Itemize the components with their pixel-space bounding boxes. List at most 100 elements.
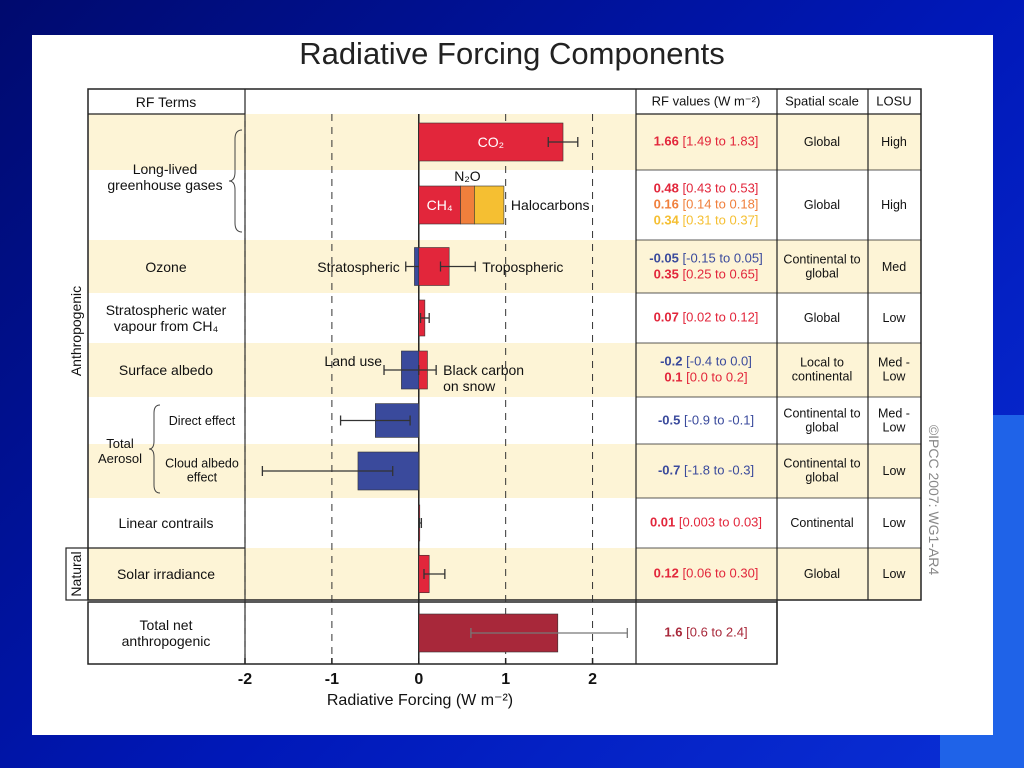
rf-value: -0.7	[657, 462, 681, 478]
spatial-scale: Continental to global	[783, 406, 861, 435]
bar-label: Stratospheric	[317, 258, 400, 275]
rf-term: Direct effect	[168, 413, 236, 428]
rf-range: [0.43 to 0.53]	[682, 180, 759, 196]
rf-value: 0.07	[653, 309, 679, 325]
spatial-scale: Global	[803, 134, 841, 149]
header: RF Terms	[135, 93, 197, 110]
rf-term: Long-lived greenhouse gases	[107, 160, 223, 193]
rf-range: [-0.9 to -0.1]	[683, 412, 755, 428]
rf-value-line: 1.6 [0.6 to 2.4]	[636, 624, 777, 641]
rf-range: [0.25 to 0.65]	[682, 266, 759, 282]
rf-value-line: 0.01 [0.003 to 0.03]	[636, 514, 777, 531]
x-tick-label: 2	[588, 670, 597, 688]
bar-label: Black carbon on snow	[443, 361, 525, 394]
rf-value: 0.1	[664, 369, 683, 385]
x-tick-label: 1	[501, 670, 511, 688]
x-axis-label: Radiative Forcing (W m⁻²)	[326, 691, 514, 709]
rf-value: -0.5	[657, 412, 681, 428]
rf-value: 1.66	[653, 133, 679, 149]
x-tick-label: 0	[414, 670, 424, 688]
spatial-scale: Continental	[790, 515, 854, 530]
rf-value: 1.6	[664, 624, 683, 640]
rf-value-line: 0.48 [0.43 to 0.53]	[636, 180, 777, 197]
rf-value-line: -0.7 [-1.8 to -0.3]	[636, 462, 777, 479]
rf-value: 0.12	[653, 565, 679, 581]
bar	[418, 185, 461, 225]
bar-label: Tropospheric	[482, 258, 564, 275]
rf-term: Cloud albedo effect	[165, 456, 239, 485]
row-shade	[88, 548, 921, 600]
losu: Low	[882, 310, 906, 325]
rf-value: 0.48	[653, 180, 679, 196]
rf-range: [0.02 to 0.12]	[682, 309, 759, 325]
table-frame	[87, 88, 922, 601]
rf-range: [-0.4 to 0.0]	[686, 353, 752, 369]
losu: Low	[882, 515, 906, 530]
bar-label: CH₄	[426, 196, 453, 213]
rf-value: 0.16	[653, 196, 679, 212]
brace	[228, 129, 243, 233]
rf-range: [0.003 to 0.03]	[678, 514, 763, 530]
rf-range: [0.06 to 0.30]	[682, 565, 759, 581]
header: RF values (W m⁻²)	[651, 93, 761, 109]
rf-range: [-0.15 to 0.05]	[682, 250, 763, 266]
rf-value-line: -0.2 [-0.4 to 0.0]	[636, 353, 777, 370]
spatial-scale: Global	[803, 197, 841, 212]
rf-range: [0.31 to 0.37]	[682, 212, 759, 228]
rf-term: Total net anthropogenic	[121, 616, 211, 649]
rf-value-line: 0.34 [0.31 to 0.37]	[636, 212, 777, 229]
rf-value-line: 0.1 [0.0 to 0.2]	[636, 369, 777, 386]
rf-value-line: -0.05 [-0.15 to 0.05]	[636, 250, 777, 266]
rf-term: Surface albedo	[118, 361, 214, 378]
losu: High	[881, 134, 907, 149]
rf-value-line: 1.66 [1.49 to 1.83]	[636, 133, 777, 150]
bar	[474, 185, 505, 225]
rf-term: Solar irradiance	[116, 565, 216, 582]
group-label: Total Aerosol	[97, 436, 143, 466]
header: LOSU	[876, 93, 912, 109]
bar-label: Land use	[324, 352, 383, 369]
row-shade	[88, 444, 921, 498]
natural-frame	[65, 547, 89, 601]
rf-range: [0.14 to 0.18]	[682, 196, 759, 212]
losu: Med - Low	[878, 406, 910, 435]
chart-title: Radiative Forcing Components	[299, 36, 725, 71]
rf-range: [1.49 to 1.83]	[682, 133, 759, 149]
row-shade	[88, 343, 921, 397]
rf-value: -0.2	[660, 353, 683, 369]
x-tick-label: -2	[237, 670, 253, 688]
rf-term: Stratospheric water vapour from CH₄	[105, 301, 227, 334]
group-label: Natural	[67, 551, 84, 597]
rf-value-line: 0.35 [0.25 to 0.65]	[636, 266, 777, 282]
row-shade	[88, 240, 921, 293]
spatial-scale: Global	[803, 310, 841, 325]
x-tick-label: -1	[324, 670, 339, 688]
rf-value-line: -0.5 [-0.9 to -0.1]	[636, 412, 777, 428]
header: Spatial scale	[785, 93, 859, 109]
group-label: Anthropogenic	[67, 285, 84, 377]
bar-label: Halocarbons	[510, 196, 590, 213]
losu: Low	[882, 566, 906, 581]
losu: Med - Low	[878, 355, 910, 384]
rf-value: 0.34	[653, 212, 679, 228]
losu: Low	[882, 463, 906, 478]
copyright: ©IPCC 2007: WG1-AR4	[926, 424, 943, 576]
rf-value-line: 0.12 [0.06 to 0.30]	[636, 565, 777, 582]
rf-term: Ozone	[145, 258, 187, 275]
rf-value: 0.01	[649, 514, 676, 530]
losu: Med	[881, 259, 907, 274]
bar-label: N₂O	[454, 167, 481, 184]
bar-label: CO₂	[477, 133, 505, 150]
rf-range: [0.0 to 0.2]	[686, 369, 748, 385]
rf-value-line: 0.07 [0.02 to 0.12]	[636, 309, 777, 326]
rf-range: [0.6 to 2.4]	[686, 624, 748, 640]
rf-value: -0.05	[649, 250, 679, 266]
spatial-scale: Continental to global	[783, 252, 861, 281]
rf-term: Linear contrails	[118, 514, 214, 531]
rf-value-line: 0.16 [0.14 to 0.18]	[636, 196, 777, 213]
bar	[418, 122, 564, 162]
losu: High	[881, 197, 907, 212]
rf-range: [-1.8 to -0.3]	[683, 462, 755, 478]
